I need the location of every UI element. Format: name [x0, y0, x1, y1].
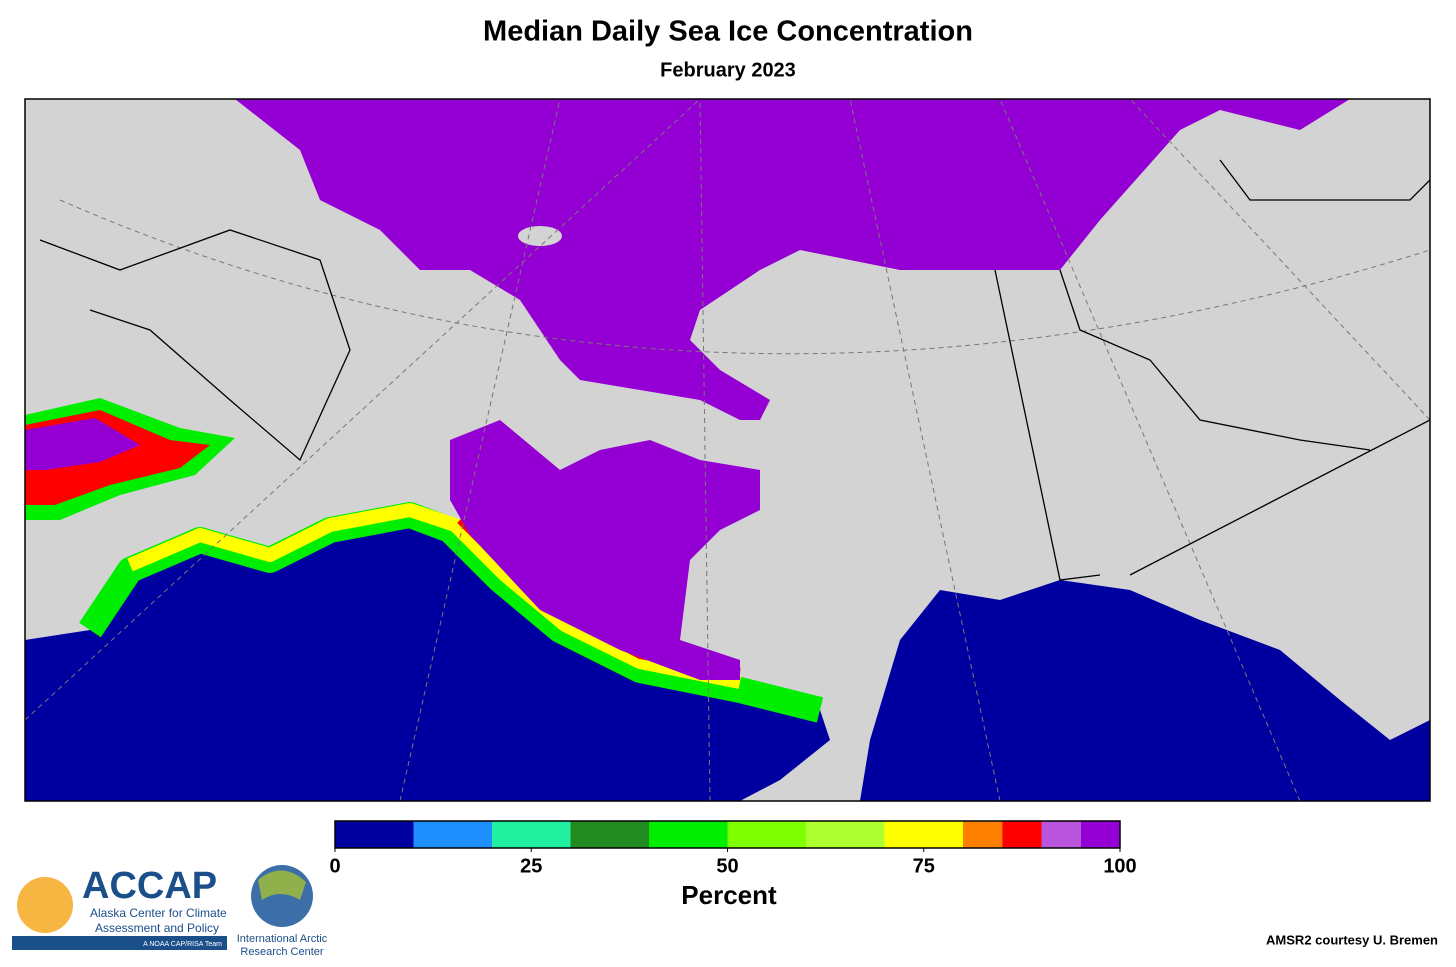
colorbar-tick-label: 25: [520, 855, 542, 877]
colorbar-swatch: [963, 821, 1003, 848]
colorbar-swatch: [335, 821, 414, 848]
colorbar-swatch: [649, 821, 728, 848]
accap-logo: ACCAP Alaska Center for Climate Assessme…: [12, 865, 227, 950]
logo-iarc-line: Research Center: [240, 946, 323, 958]
colorbar-swatch: [1041, 821, 1081, 848]
ice-okhotsk: [25, 398, 235, 520]
colorbar-tick-label: 75: [913, 855, 935, 877]
map: [24, 98, 1431, 802]
colorbar-swatch: [413, 821, 492, 848]
iarc-logo: International Arctic Research Center: [237, 865, 328, 958]
colorbar-label: Percent: [681, 880, 777, 910]
title: Median Daily Sea Ice Concentration: [483, 16, 973, 48]
colorbar-tick-label: 0: [329, 855, 340, 877]
sea-ice-arctic: [235, 99, 1350, 420]
colorbar-tick-label: 100: [1103, 855, 1136, 877]
logo-iarc-line: International Arctic: [237, 933, 328, 945]
colorbar-swatch: [806, 821, 885, 848]
sea-ice-bering: [450, 420, 760, 680]
logo-accap: ACCAP: [82, 865, 217, 907]
logo-bar: [12, 936, 227, 950]
colorbar-swatch: [884, 821, 963, 848]
graticule: [25, 99, 1430, 801]
logo-accap-line: Alaska Center for Climate: [90, 906, 227, 920]
map-frame: [24, 98, 1431, 802]
colorbar-swatch: [570, 821, 649, 848]
logo-accap-line: Assessment and Policy: [95, 921, 219, 935]
logo-land: [258, 870, 306, 900]
colorbar: 0 25 50 75 100: [329, 820, 1137, 877]
colorbar-swatch: [1080, 821, 1120, 848]
subtitle: February 2023: [660, 59, 796, 81]
logo-accap-tag: A NOAA CAP/RISA Team: [143, 941, 222, 948]
ocean-bering: [25, 515, 830, 801]
borders: [39, 159, 1430, 581]
logo-sun: [17, 877, 73, 933]
colorbar-swatch: [727, 821, 806, 848]
colorbar-swatch: [1002, 821, 1042, 848]
colorbar-swatch: [492, 821, 571, 848]
island: [518, 226, 562, 246]
credit: AMSR2 courtesy U. Bremen: [1266, 932, 1438, 947]
colorbar-tick-label: 50: [716, 855, 738, 877]
ocean-gulf: [860, 580, 1430, 801]
